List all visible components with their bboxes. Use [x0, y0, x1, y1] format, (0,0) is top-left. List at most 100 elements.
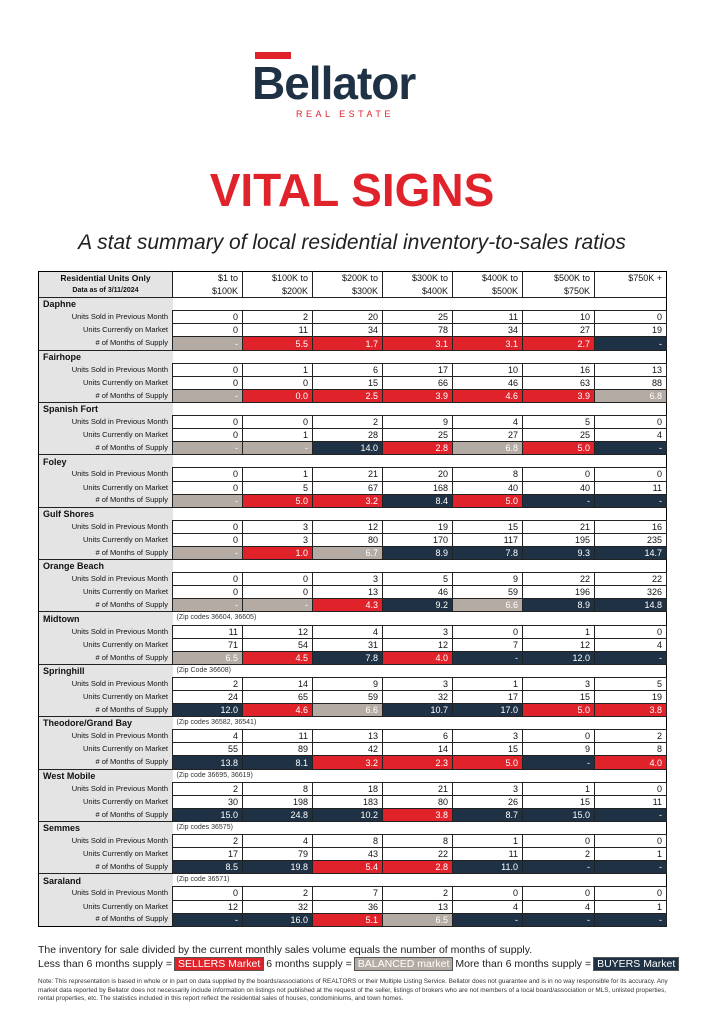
row-label: Units Currently on Market: [38, 900, 173, 914]
row-label: # of Months of Supply: [38, 808, 173, 822]
supply-cell: 6.7: [312, 545, 383, 561]
row-label: Units Sold in Previous Month: [38, 415, 173, 429]
value-cell: 12: [242, 624, 313, 639]
row-label: # of Months of Supply: [38, 755, 173, 770]
supply-cell: 24.8: [242, 807, 313, 822]
legend: Less than 6 months supply = SELLERS Marke…: [38, 957, 681, 971]
supply-cell: 17.0: [452, 703, 523, 718]
row-label: Units Sold in Previous Month: [38, 677, 173, 691]
supply-cell: -: [522, 493, 595, 508]
value-cell: 0: [522, 886, 595, 901]
supply-cell: 4.3: [312, 598, 383, 613]
row-label: Units Sold in Previous Month: [38, 572, 173, 586]
area-row: Daphne: [38, 297, 667, 311]
supply-cell: 3.9: [382, 388, 453, 403]
value-cell: 0: [452, 624, 523, 639]
supply-cell: -: [452, 912, 523, 927]
supply-cell: -: [594, 441, 667, 456]
value-cell: 0: [172, 362, 243, 377]
column-header: $750K: [522, 284, 595, 299]
subtitle: A stat summary of local residential inve…: [78, 231, 626, 254]
data-row: Units Currently on Market 30 198 183 80 26 15 1…: [38, 794, 667, 809]
value-cell: 40: [522, 480, 595, 495]
data-row: Units Sold in Previous Month 0 0 2 9 4 5 0: [38, 415, 667, 430]
supply-cell: 10.2: [312, 807, 383, 822]
value-cell: 4: [452, 415, 523, 430]
area-note: (Zip codes 36582, 36541): [172, 716, 667, 730]
value-cell: 42: [312, 742, 383, 757]
corner-label: Data as of 3/11/2024: [38, 284, 173, 298]
value-cell: 13: [312, 729, 383, 744]
value-cell: 2: [242, 886, 313, 901]
value-cell: 11: [452, 847, 523, 862]
value-cell: 0: [172, 467, 243, 482]
value-cell: 20: [382, 467, 453, 482]
value-cell: 8: [452, 467, 523, 482]
supply-cell: 3.8: [594, 703, 667, 718]
column-header: $100K: [172, 284, 243, 299]
data-row: # of Months of Supply 15.0 24.8 10.2 3.8 8.7 1…: [38, 807, 667, 822]
value-cell: 3: [452, 729, 523, 744]
supply-cell: 5.0: [452, 493, 523, 508]
area-row: Spanish Fort: [38, 401, 667, 416]
value-cell: 19: [382, 519, 453, 534]
supply-cell: -: [172, 388, 243, 403]
value-cell: 89: [242, 742, 313, 757]
supply-cell: -: [594, 650, 667, 665]
value-cell: 1: [242, 362, 313, 377]
supply-cell: 6.6: [312, 703, 383, 718]
value-cell: 0: [242, 375, 313, 390]
area-row: Fairhope: [38, 349, 667, 364]
area-name: Foley: [38, 454, 173, 468]
value-cell: 28: [312, 428, 383, 443]
supply-cell: 5.0: [452, 755, 523, 770]
value-cell: 71: [172, 637, 243, 652]
value-cell: 4: [242, 834, 313, 849]
value-cell: 0: [172, 572, 243, 587]
data-row: # of Months of Supply 13.8 8.1 3.2 2.3 5.0-4.…: [38, 755, 667, 770]
data-row: Units Currently on Market 0 0 13 46 59 196 326: [38, 585, 667, 600]
value-cell: 326: [594, 585, 667, 600]
supply-cell: 5.0: [242, 493, 313, 508]
supply-cell: 6.5: [382, 912, 453, 927]
row-label: # of Months of Supply: [38, 913, 173, 927]
value-cell: 79: [242, 847, 313, 862]
column-header: $1 to: [172, 271, 243, 285]
value-cell: 40: [452, 480, 523, 495]
value-cell: 19: [594, 323, 667, 338]
value-cell: 21: [382, 781, 453, 796]
value-cell: 3: [452, 781, 523, 796]
supply-cell: -: [242, 441, 313, 456]
value-cell: 0: [452, 886, 523, 901]
supply-cell: 6.8: [594, 388, 667, 403]
row-label: Units Currently on Market: [38, 585, 173, 599]
value-cell: 46: [382, 585, 453, 600]
title: VITAL SIGNS: [209, 164, 495, 216]
supply-cell: 4.6: [452, 388, 523, 403]
logo-tagline: REAL ESTATE: [296, 109, 394, 119]
logo-bar: [255, 52, 291, 59]
area-note: (Zip code 36571): [172, 873, 667, 887]
value-cell: 183: [312, 794, 383, 809]
value-cell: 12: [312, 519, 383, 534]
value-cell: 3: [242, 532, 313, 547]
value-cell: 1: [594, 847, 667, 862]
data-row: Units Sold in Previous Month 4 11 13 6 3 0 2: [38, 729, 667, 744]
value-cell: 6: [382, 729, 453, 744]
value-cell: 0: [242, 415, 313, 430]
column-header: $400K to: [452, 271, 523, 285]
supply-cell: -: [594, 493, 667, 508]
value-cell: 2: [172, 834, 243, 849]
supply-cell: 12.0: [522, 650, 595, 665]
supply-cell: 3.2: [312, 493, 383, 508]
area-row: Foley: [38, 454, 667, 468]
row-label: # of Months of Supply: [38, 651, 173, 665]
supply-cell: 11.0: [452, 860, 523, 875]
data-row: Units Sold in Previous Month 11 12 4 3 0 1 0: [38, 624, 667, 639]
value-cell: 80: [312, 532, 383, 547]
data-row: Units Currently on Market 71 54 31 12 7 12 4: [38, 637, 667, 652]
value-cell: 66: [382, 375, 453, 390]
data-row: Units Currently on Market 0 3 80 170 117 195 23…: [38, 532, 667, 547]
value-cell: 2: [382, 886, 453, 901]
